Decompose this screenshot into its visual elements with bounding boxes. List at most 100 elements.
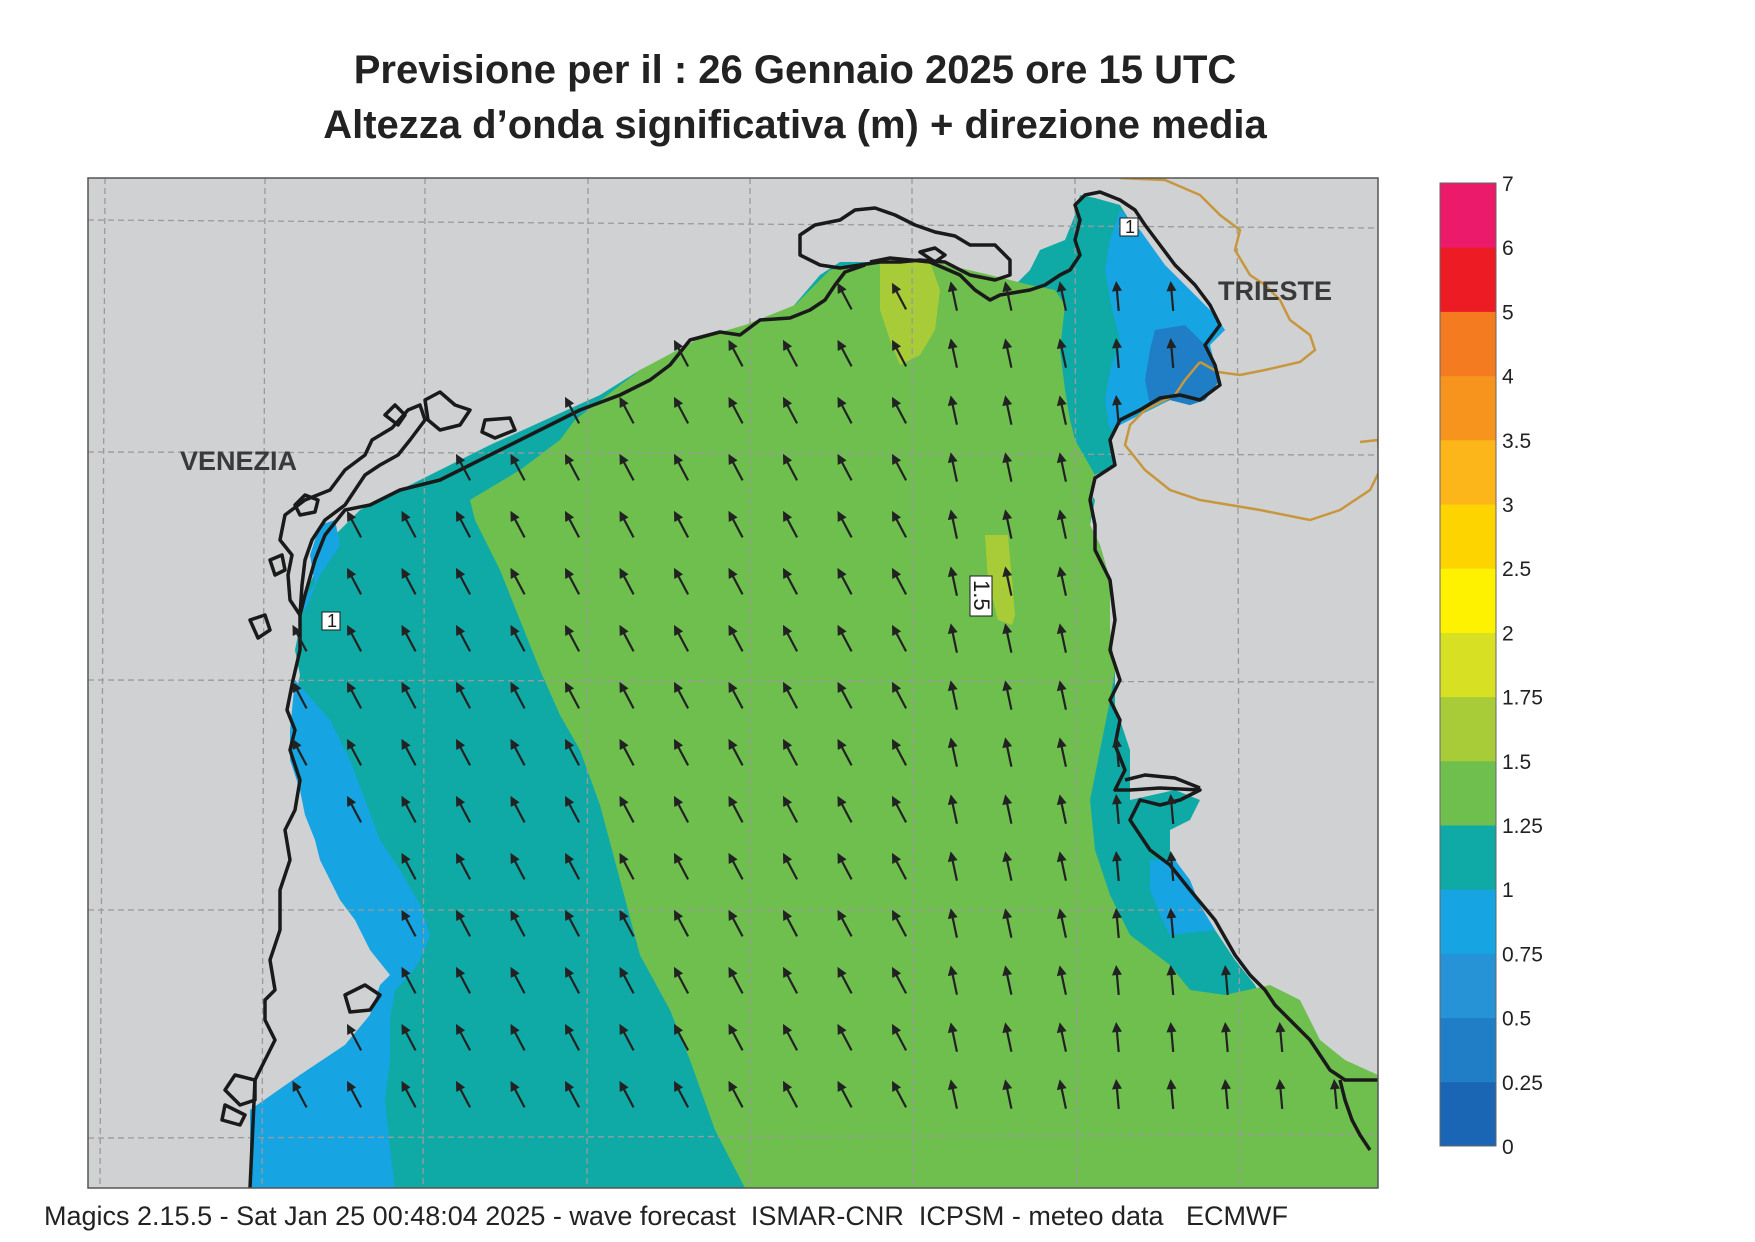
wave-arrow xyxy=(1002,1079,1013,1109)
wave-arrow xyxy=(782,567,799,595)
wave-arrow xyxy=(564,852,581,880)
wave-arrow xyxy=(728,795,744,823)
wave-arrow xyxy=(292,624,308,652)
wave-arrow xyxy=(1056,908,1067,938)
wave-arrow xyxy=(619,453,635,481)
wave-arrow xyxy=(1166,1022,1177,1053)
city-label-trieste: TRIESTE xyxy=(1218,276,1332,306)
wave-arrow xyxy=(455,453,472,481)
wave-arrow xyxy=(1002,851,1013,881)
wave-arrow xyxy=(673,339,690,367)
legend-swatch xyxy=(1440,696,1496,762)
wave-arrow xyxy=(728,852,744,880)
wave-arrow xyxy=(837,624,853,652)
wave-arrow xyxy=(1056,623,1067,653)
wave-arrow xyxy=(619,966,635,994)
wave-arrow xyxy=(1056,566,1067,596)
wave-arrow xyxy=(1002,338,1013,368)
wave-arrow xyxy=(1220,1022,1231,1053)
wave-arrow xyxy=(401,624,417,652)
wave-arrow xyxy=(346,1080,363,1108)
wave-arrow xyxy=(1111,338,1122,369)
wave-arrow xyxy=(1111,1022,1122,1053)
wave-arrow xyxy=(564,795,581,823)
wave-arrow xyxy=(292,681,308,709)
wave-arrow xyxy=(837,852,853,880)
wave-arrow xyxy=(1002,794,1013,824)
map-area: 1 1 1.5 VENEZIA TRIESTE xyxy=(88,178,1378,1188)
wave-arrow xyxy=(837,1023,853,1051)
wave-arrow xyxy=(1111,737,1122,768)
legend-swatch xyxy=(1440,568,1496,633)
legend-tick-label: 6 xyxy=(1502,237,1514,260)
wave-arrow xyxy=(510,1023,526,1051)
wave-direction-arrows xyxy=(292,281,1340,1110)
wave-arrow xyxy=(947,452,958,482)
legend-swatch xyxy=(1440,439,1496,505)
wave-arrow xyxy=(1002,965,1013,995)
legend-tick-label: 7 xyxy=(1502,173,1514,196)
wave-arrow xyxy=(891,339,908,367)
wave-arrow xyxy=(673,966,690,994)
wave-arrow xyxy=(673,1023,690,1051)
legend-swatch xyxy=(1440,375,1496,441)
legend-swatch xyxy=(1440,247,1496,312)
sea-zone-0.5-0.75-trieste xyxy=(1145,325,1220,405)
wave-arrow xyxy=(1002,680,1013,710)
wave-arrow xyxy=(564,453,581,481)
wave-arrow xyxy=(673,795,690,823)
wave-arrow xyxy=(455,681,472,709)
wave-arrow xyxy=(1056,737,1067,767)
contour-label: 1 xyxy=(1125,217,1135,237)
wave-arrow xyxy=(455,1023,472,1051)
wave-arrow xyxy=(455,909,472,937)
footer-credits: Magics 2.15.5 - Sat Jan 25 00:48:04 2025… xyxy=(44,1201,1288,1231)
wave-arrow xyxy=(1002,395,1013,425)
wave-arrow xyxy=(619,738,635,766)
wave-arrow xyxy=(1056,794,1067,824)
wave-arrow xyxy=(401,909,417,937)
wave-arrow xyxy=(673,510,690,538)
wave-arrow xyxy=(891,624,908,652)
wave-arrow xyxy=(1002,452,1013,482)
wave-arrow xyxy=(728,339,744,367)
border-line xyxy=(1119,178,1378,522)
wave-arrow xyxy=(1056,1022,1067,1052)
wave-arrow xyxy=(1002,908,1013,938)
wave-arrow xyxy=(1166,281,1177,312)
city-label-venezia: VENEZIA xyxy=(180,446,297,476)
wave-arrow xyxy=(1002,281,1013,311)
legend-swatch xyxy=(1440,632,1496,698)
wave-arrow xyxy=(947,737,958,767)
colorbar-legend: 0 0.25 0.5 0.75 1 1.25 1.5 1.75 2 2.5 3 3.5 4 5 6 7 xyxy=(1439,173,1543,1159)
wave-arrow xyxy=(891,510,908,538)
wave-arrow xyxy=(1166,1079,1177,1110)
wave-arrow xyxy=(1166,965,1177,996)
wave-arrow xyxy=(1056,452,1067,482)
wave-arrow xyxy=(891,909,908,937)
wave-arrow xyxy=(455,624,472,652)
wave-arrow xyxy=(782,510,799,538)
wave-arrow xyxy=(455,1080,472,1108)
wave-arrow xyxy=(947,395,958,425)
wave-arrow xyxy=(891,795,908,823)
wave-arrow xyxy=(891,1080,908,1108)
wave-arrow xyxy=(782,681,799,709)
wave-arrow xyxy=(455,795,472,823)
sea-zone-1.5-1.75-center xyxy=(985,535,1015,625)
wave-arrow xyxy=(619,567,635,595)
wave-arrow xyxy=(837,966,853,994)
wave-arrow xyxy=(401,1080,417,1108)
wave-arrow xyxy=(401,681,417,709)
wave-arrow xyxy=(891,1023,908,1051)
wave-arrow xyxy=(947,281,958,311)
legend-swatch xyxy=(1440,760,1496,826)
wave-arrow xyxy=(673,453,690,481)
wave-arrow xyxy=(619,795,635,823)
wave-arrow xyxy=(1002,737,1013,767)
wave-arrow xyxy=(837,909,853,937)
wave-arrow xyxy=(837,282,853,310)
wave-arrow xyxy=(401,567,417,595)
wave-arrow xyxy=(782,966,799,994)
wave-arrow xyxy=(1111,1079,1122,1110)
